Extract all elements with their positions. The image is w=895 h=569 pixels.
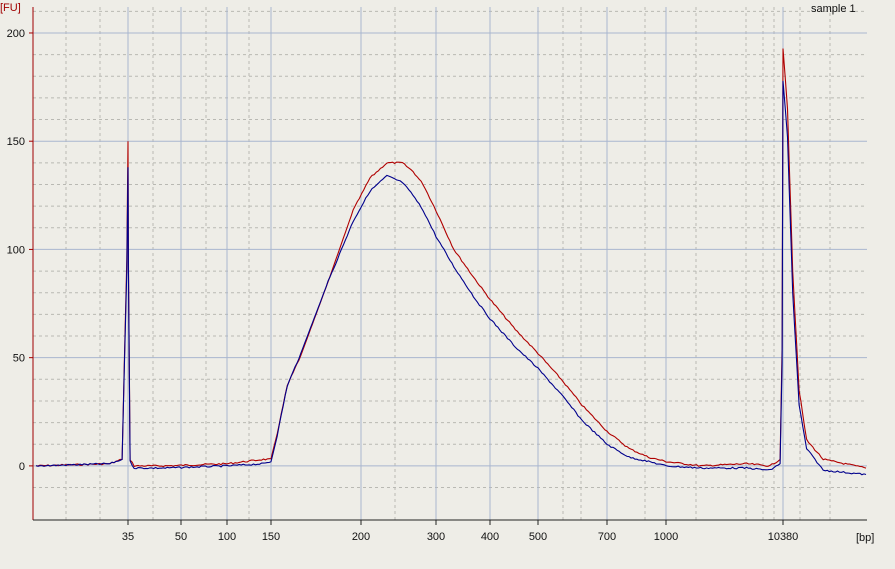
y-unit-label: [FU] [0, 2, 21, 14]
y-tick-label: 100 [7, 244, 25, 256]
y-tick-label: 0 [19, 461, 25, 473]
y-axis-ticks: 0 50 100 150 200 [7, 28, 33, 473]
grid-lines [33, 7, 867, 520]
series-blue-line [35, 80, 867, 476]
y-tick-label: 50 [13, 353, 25, 365]
series-lines [35, 48, 867, 476]
y-tick-label: 150 [7, 136, 25, 148]
x-tick-label: 10380 [768, 531, 799, 543]
x-tick-label: 150 [262, 531, 280, 543]
x-axis-ticks: 35 50 100 150 200 300 400 500 700 1000 10380 [122, 520, 798, 543]
x-tick-label: 400 [481, 531, 499, 543]
x-tick-label: 50 [175, 531, 187, 543]
plot-area [33, 7, 867, 520]
x-unit-label: [bp] [856, 532, 874, 544]
x-tick-label: 300 [427, 531, 445, 543]
x-tick-label: 1000 [654, 531, 678, 543]
series-red-line [36, 48, 867, 469]
x-tick-label: 700 [598, 531, 616, 543]
y-tick-label: 200 [7, 28, 25, 40]
x-tick-label: 200 [352, 531, 370, 543]
x-tick-label: 35 [122, 531, 134, 543]
chart-title: sample 1 [811, 3, 856, 15]
x-tick-label: 500 [529, 531, 547, 543]
x-tick-label: 100 [218, 531, 236, 543]
